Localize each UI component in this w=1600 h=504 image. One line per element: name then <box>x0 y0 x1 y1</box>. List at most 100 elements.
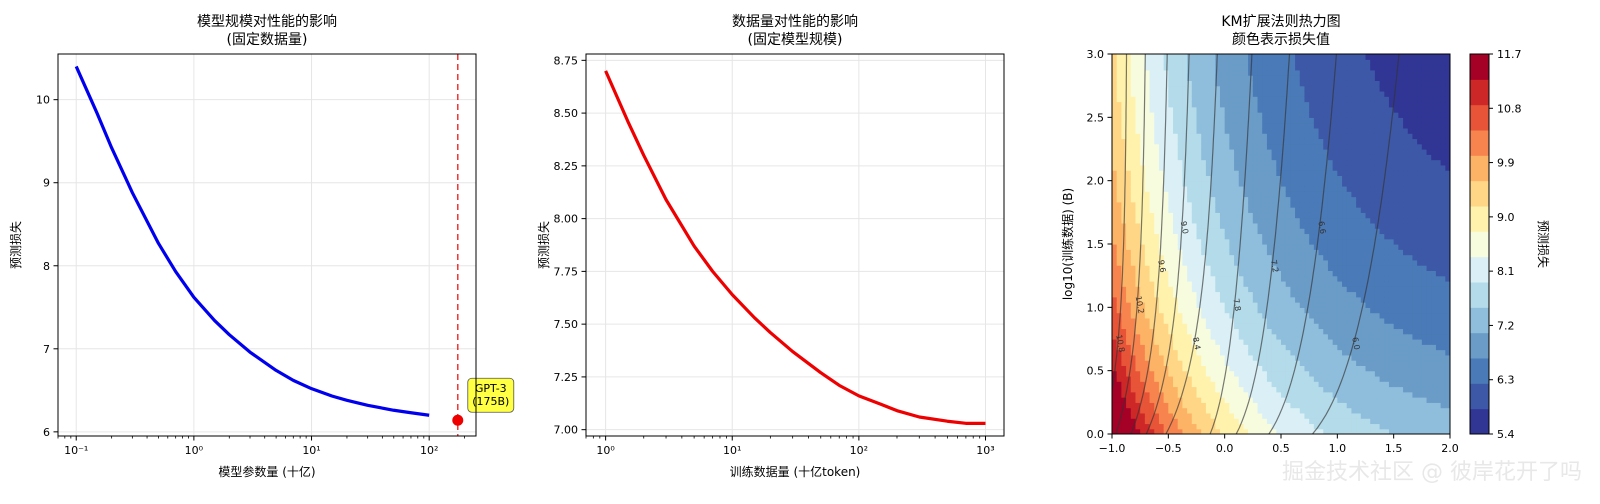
heatmap-cell <box>1417 392 1422 398</box>
heatmap-cell <box>1197 255 1202 261</box>
heatmap-cell <box>1304 112 1309 118</box>
heatmap-cell <box>1173 339 1178 345</box>
heatmap-cell <box>1182 70 1187 76</box>
heatmap-cell <box>1206 355 1211 361</box>
heatmap-cell <box>1253 181 1258 187</box>
heatmap-cell <box>1206 86 1211 92</box>
heatmap-cell <box>1248 218 1253 224</box>
heatmap-cell <box>1239 80 1244 86</box>
heatmap-cell <box>1267 323 1272 329</box>
heatmap-cell <box>1323 355 1328 361</box>
heatmap-cell <box>1366 80 1371 86</box>
heatmap-cell <box>1333 260 1338 266</box>
heatmap-cell <box>1211 365 1216 371</box>
heatmap-cell <box>1182 233 1187 239</box>
heatmap-cell <box>1309 102 1314 108</box>
heatmap-cell <box>1182 418 1187 424</box>
heatmap-cell <box>1239 59 1244 65</box>
heatmap-cell <box>1197 381 1202 387</box>
heatmap-cell <box>1389 255 1394 261</box>
heatmap-cell <box>1422 281 1427 287</box>
heatmap-cell <box>1164 233 1169 239</box>
heatmap-cell <box>1145 292 1150 298</box>
heatmap-cell <box>1351 397 1356 403</box>
heatmap-cell <box>1135 228 1140 234</box>
heatmap-cell <box>1290 202 1295 208</box>
heatmap-cell <box>1248 175 1253 181</box>
heatmap-cell <box>1215 107 1220 113</box>
heatmap-cell <box>1333 54 1338 60</box>
heatmap-cell <box>1267 371 1272 377</box>
heatmap-cell <box>1370 223 1375 229</box>
heatmap-cell <box>1131 223 1136 229</box>
heatmap-cell <box>1328 154 1333 160</box>
heatmap-cell <box>1248 170 1253 176</box>
heatmap-cell <box>1417 154 1422 160</box>
heatmap-cell <box>1112 302 1117 308</box>
heatmap-cell <box>1412 107 1417 113</box>
heatmap-cell <box>1314 144 1319 150</box>
heatmap-cell <box>1286 318 1291 324</box>
heatmap-cell <box>1234 344 1239 350</box>
heatmap-cell <box>1394 170 1399 176</box>
heatmap-cell <box>1229 181 1234 187</box>
heatmap-cell <box>1126 149 1131 155</box>
heatmap-cell <box>1272 86 1277 92</box>
heatmap-cell <box>1375 54 1380 60</box>
heatmap-cell <box>1243 418 1248 424</box>
heatmap-cell <box>1197 418 1202 424</box>
heatmap-cell <box>1215 344 1220 350</box>
heatmap-cell <box>1347 165 1352 171</box>
heatmap-cell <box>1412 112 1417 118</box>
heatmap-cell <box>1229 255 1234 261</box>
heatmap-cell <box>1234 54 1239 60</box>
heatmap-cell <box>1135 86 1140 92</box>
heatmap-cell <box>1258 138 1263 144</box>
heatmap-cell <box>1361 423 1366 429</box>
heatmap-cell <box>1234 86 1239 92</box>
heatmap-cell <box>1323 265 1328 271</box>
heatmap-cell <box>1380 96 1385 102</box>
heatmap-cell <box>1366 218 1371 224</box>
heatmap-cell <box>1121 423 1126 429</box>
heatmap-cell <box>1168 212 1173 218</box>
heatmap-cell <box>1398 334 1403 340</box>
heatmap-cell <box>1408 408 1413 414</box>
heatmap-cell <box>1192 138 1197 144</box>
heatmap-cell <box>1422 339 1427 345</box>
heatmap-cell <box>1215 212 1220 218</box>
heatmap-cell <box>1366 418 1371 424</box>
heatmap-cell <box>1394 186 1399 192</box>
heatmap-cell <box>1342 138 1347 144</box>
heatmap-cell <box>1356 154 1361 160</box>
heatmap-cell <box>1159 123 1164 129</box>
heatmap-cell <box>1328 328 1333 334</box>
heatmap-cell <box>1361 381 1366 387</box>
heatmap-cell <box>1197 402 1202 408</box>
heatmap-cell <box>1300 302 1305 308</box>
heatmap-cell <box>1173 344 1178 350</box>
heatmap-cell <box>1229 350 1234 356</box>
heatmap-cell <box>1135 170 1140 176</box>
heatmap-cell <box>1253 107 1258 113</box>
heatmap-cell <box>1398 102 1403 108</box>
heatmap-cell <box>1215 65 1220 71</box>
heatmap-cell <box>1229 239 1234 245</box>
heatmap-cell <box>1309 123 1314 129</box>
heatmap-cell <box>1337 402 1342 408</box>
heatmap-cell <box>1389 339 1394 345</box>
heatmap-cell <box>1295 249 1300 255</box>
heatmap-cell <box>1323 59 1328 65</box>
heatmap-cell <box>1314 107 1319 113</box>
heatmap-cell <box>1211 302 1216 308</box>
heatmap-cell <box>1328 65 1333 71</box>
heatmap-cell <box>1366 107 1371 113</box>
heatmap-cell <box>1187 138 1192 144</box>
heatmap-cell <box>1159 339 1164 345</box>
heatmap-cell <box>1356 123 1361 129</box>
heatmap-cell <box>1351 223 1356 229</box>
heatmap-cell <box>1333 175 1338 181</box>
heatmap-cell <box>1168 75 1173 81</box>
heatmap-cell <box>1201 397 1206 403</box>
heatmap-cell <box>1361 260 1366 266</box>
